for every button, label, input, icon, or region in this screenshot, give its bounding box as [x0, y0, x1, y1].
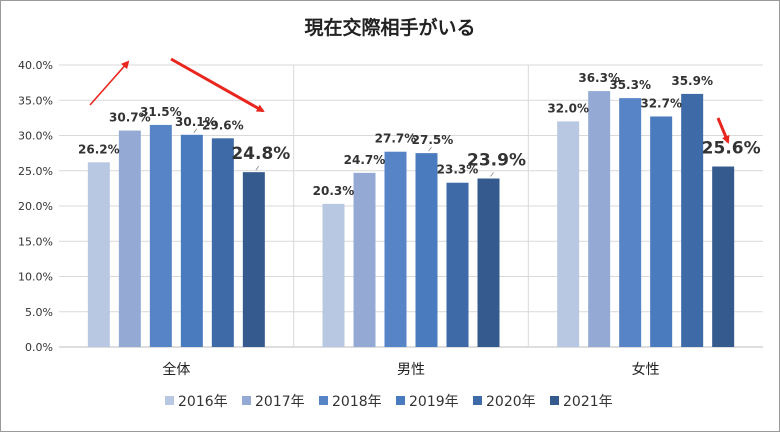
data-label: 35.9%	[671, 74, 713, 88]
annotation-arrows	[89, 57, 730, 144]
bar	[588, 91, 611, 348]
data-label: 31.5%	[140, 105, 182, 119]
legend-swatch	[319, 396, 328, 405]
data-label: 23.9%	[467, 151, 526, 171]
bar	[322, 203, 345, 347]
legend-swatch	[550, 396, 559, 405]
data-label: 32.0%	[547, 101, 589, 115]
leader-line	[428, 146, 432, 152]
category-label: 女性	[632, 361, 660, 378]
gridlines	[59, 64, 763, 348]
data-label: 27.5%	[412, 133, 454, 147]
y-axis-ticks: 0.0% 5.0% 10.0% 15.0% 20.0% 25.0% 30.0% 35.0% 40…	[18, 59, 53, 354]
data-label: 25.6%	[702, 139, 761, 159]
red-arrow	[89, 60, 130, 106]
category-label: 男性	[397, 362, 425, 378]
leader-line	[490, 172, 494, 177]
bar	[149, 124, 172, 347]
bar	[211, 138, 234, 347]
y-tick-label: 40.0%	[18, 59, 53, 72]
bar	[650, 116, 673, 347]
bar	[353, 172, 376, 347]
red-arrow	[716, 117, 730, 144]
y-tick-label: 35.0%	[18, 94, 53, 107]
legend-label: 2020年	[486, 394, 536, 410]
bar	[712, 166, 735, 347]
y-tick-label: 5.0%	[25, 306, 53, 319]
bar	[87, 162, 110, 347]
bar	[118, 130, 141, 347]
legend-label: 2017年	[255, 394, 305, 410]
data-label: 24.7%	[344, 153, 386, 167]
bar	[446, 182, 469, 347]
y-tick-label: 0.0%	[25, 341, 53, 354]
legend-label: 2021年	[563, 394, 613, 410]
y-tick-label: 15.0%	[18, 235, 53, 248]
y-tick-label: 20.0%	[18, 200, 53, 213]
legend-swatch	[242, 396, 251, 405]
legend-swatch	[473, 396, 482, 405]
data-label: 20.3%	[313, 184, 355, 198]
y-tick-label: 25.0%	[18, 165, 53, 178]
data-label: 35.3%	[609, 78, 651, 92]
category-label: 全体	[162, 361, 190, 378]
leader-line	[255, 165, 260, 171]
bar	[477, 178, 500, 347]
legend-label: 2018年	[332, 394, 382, 410]
data-labels: 26.2% 30.7%31.5%30.1%29.6% 24.8% 20.3% 24.7%…	[78, 71, 761, 198]
bar	[557, 121, 580, 348]
bar	[681, 93, 704, 347]
chart-title: 現在交際相手がいる	[304, 16, 475, 39]
data-label: 23.3%	[437, 163, 479, 177]
bar	[415, 153, 438, 347]
legend-label: 2016年	[178, 394, 228, 410]
red-arrow	[170, 57, 265, 113]
data-label: 29.6%	[202, 118, 244, 132]
category-labels: 全体 男性 女性	[162, 361, 659, 378]
data-label: 32.7%	[640, 96, 682, 110]
bar	[384, 151, 407, 347]
data-label: 30.1%	[175, 115, 217, 129]
bar	[619, 98, 642, 347]
bar	[180, 134, 203, 347]
bar	[242, 172, 265, 347]
legend-swatch	[396, 396, 405, 405]
legend-swatch	[165, 396, 174, 405]
data-label: 36.3%	[578, 71, 620, 85]
y-tick-label: 10.0%	[18, 271, 53, 284]
y-tick-label: 30.0%	[18, 130, 53, 143]
data-label: 30.7%	[109, 111, 151, 125]
data-label: 27.7%	[375, 132, 417, 146]
leader-line	[193, 128, 198, 134]
legend: 2016年 2017年 2018年 2019年 2020年 2021年	[165, 394, 613, 410]
bars	[87, 91, 735, 348]
legend-label: 2019年	[409, 394, 459, 410]
data-label: 24.8%	[231, 144, 290, 164]
data-label: 26.2%	[78, 142, 120, 156]
